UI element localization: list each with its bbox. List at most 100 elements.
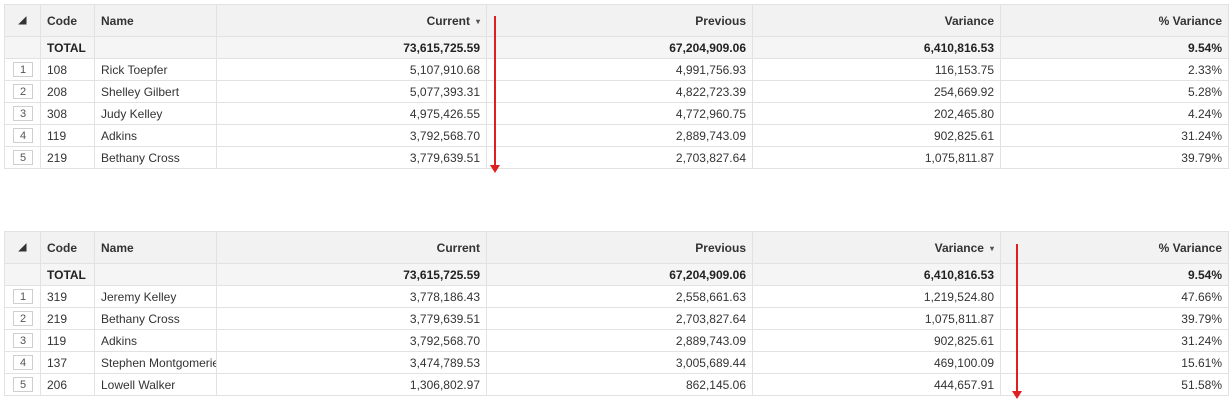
- total-rownum-cell: [4, 263, 41, 286]
- cell-code: 206: [40, 373, 95, 396]
- arrow-head: [490, 165, 500, 173]
- row-number-cell: 4: [4, 124, 41, 147]
- cell-current: 3,792,568.70: [216, 329, 487, 352]
- header-row: ◢ Code Name Current Previous Variance ▾ %…: [4, 231, 1229, 264]
- select-all-corner[interactable]: ◢: [4, 231, 41, 264]
- table-row[interactable]: 4 137 Stephen Montgomerie 3,474,789.53 3…: [4, 351, 1229, 374]
- row-number[interactable]: 5: [13, 150, 33, 165]
- total-pct-variance: 9.54%: [1000, 263, 1229, 286]
- column-header-variance[interactable]: Variance: [752, 4, 1001, 37]
- cell-previous: 2,703,827.64: [486, 146, 753, 169]
- cell-current: 3,474,789.53: [216, 351, 487, 374]
- cell-current: 3,778,186.43: [216, 285, 487, 308]
- total-current: 73,615,725.59: [216, 263, 487, 286]
- total-label: TOTAL: [40, 36, 95, 59]
- cell-pct-variance: 51.58%: [1000, 373, 1229, 396]
- total-variance: 6,410,816.53: [752, 36, 1001, 59]
- cell-previous: 4,822,723.39: [486, 80, 753, 103]
- table-row[interactable]: 2 208 Shelley Gilbert 5,077,393.31 4,822…: [4, 80, 1229, 103]
- select-all-corner[interactable]: ◢: [4, 4, 41, 37]
- cell-name: Rick Toepfer: [94, 58, 217, 81]
- triangle-icon: ◢: [18, 242, 27, 253]
- row-number[interactable]: 3: [13, 106, 33, 121]
- cell-variance: 202,465.80: [752, 102, 1001, 125]
- total-previous: 67,204,909.06: [486, 36, 753, 59]
- row-number[interactable]: 1: [13, 62, 33, 77]
- triangle-icon: ◢: [18, 15, 27, 26]
- cell-variance: 469,100.09: [752, 351, 1001, 374]
- table-row[interactable]: 1 108 Rick Toepfer 5,107,910.68 4,991,75…: [4, 58, 1229, 81]
- row-number[interactable]: 3: [13, 333, 33, 348]
- row-number-cell: 3: [4, 102, 41, 125]
- cell-previous: 4,991,756.93: [486, 58, 753, 81]
- cell-pct-variance: 5.28%: [1000, 80, 1229, 103]
- total-row: TOTAL 73,615,725.59 67,204,909.06 6,410,…: [4, 263, 1229, 286]
- row-number[interactable]: 4: [13, 355, 33, 370]
- cell-code: 308: [40, 102, 95, 125]
- row-number-cell: 4: [4, 351, 41, 374]
- cell-current: 4,975,426.55: [216, 102, 487, 125]
- cell-current: 3,779,639.51: [216, 146, 487, 169]
- column-header-label: Variance: [934, 240, 984, 255]
- total-row: TOTAL 73,615,725.59 67,204,909.06 6,410,…: [4, 36, 1229, 59]
- cell-pct-variance: 47.66%: [1000, 285, 1229, 308]
- cell-code: 219: [40, 146, 95, 169]
- cell-code: 137: [40, 351, 95, 374]
- cell-pct-variance: 39.79%: [1000, 146, 1229, 169]
- total-pct-variance: 9.54%: [1000, 36, 1229, 59]
- header-row: ◢ Code Name Current ▾ Previous Variance %…: [4, 4, 1229, 37]
- row-number-cell: 5: [4, 146, 41, 169]
- cell-name: Shelley Gilbert: [94, 80, 217, 103]
- column-header-current[interactable]: Current ▾: [216, 4, 487, 37]
- column-header-name[interactable]: Name: [94, 231, 217, 264]
- arrow-shaft: [1016, 244, 1018, 392]
- cell-current: 3,792,568.70: [216, 124, 487, 147]
- column-header-pct-variance[interactable]: % Variance: [1000, 4, 1229, 37]
- table-row[interactable]: 3 119 Adkins 3,792,568.70 2,889,743.09 9…: [4, 329, 1229, 352]
- row-number[interactable]: 2: [13, 84, 33, 99]
- cell-variance: 254,669.92: [752, 80, 1001, 103]
- total-rownum-cell: [4, 36, 41, 59]
- row-number-cell: 3: [4, 329, 41, 352]
- cell-previous: 2,703,827.64: [486, 307, 753, 330]
- row-number[interactable]: 1: [13, 289, 33, 304]
- cell-variance: 116,153.75: [752, 58, 1001, 81]
- column-header-pct-variance[interactable]: % Variance: [1000, 231, 1229, 264]
- column-header-previous[interactable]: Previous: [486, 231, 753, 264]
- sort-caret-icon: ▾: [989, 243, 994, 253]
- table-row[interactable]: 3 308 Judy Kelley 4,975,426.55 4,772,960…: [4, 102, 1229, 125]
- cell-name: Jeremy Kelley: [94, 285, 217, 308]
- row-number[interactable]: 4: [13, 128, 33, 143]
- column-header-name[interactable]: Name: [94, 4, 217, 37]
- total-name-cell: [94, 263, 217, 286]
- cell-code: 219: [40, 307, 95, 330]
- total-name-cell: [94, 36, 217, 59]
- cell-name: Bethany Cross: [94, 146, 217, 169]
- grid-sorted-by-current: ◢ Code Name Current ▾ Previous Variance %…: [4, 4, 1229, 169]
- column-header-previous[interactable]: Previous: [486, 4, 753, 37]
- cell-previous: 2,889,743.09: [486, 329, 753, 352]
- table-row[interactable]: 4 119 Adkins 3,792,568.70 2,889,743.09 9…: [4, 124, 1229, 147]
- total-variance: 6,410,816.53: [752, 263, 1001, 286]
- row-number[interactable]: 2: [13, 311, 33, 326]
- table-row[interactable]: 5 219 Bethany Cross 3,779,639.51 2,703,8…: [4, 146, 1229, 169]
- column-header-variance[interactable]: Variance ▾: [752, 231, 1001, 264]
- row-number[interactable]: 5: [13, 377, 33, 392]
- column-header-code[interactable]: Code: [40, 4, 95, 37]
- cell-name: Judy Kelley: [94, 102, 217, 125]
- column-header-code[interactable]: Code: [40, 231, 95, 264]
- cell-pct-variance: 4.24%: [1000, 102, 1229, 125]
- table-row[interactable]: 1 319 Jeremy Kelley 3,778,186.43 2,558,6…: [4, 285, 1229, 308]
- table-row[interactable]: 5 206 Lowell Walker 1,306,802.97 862,145…: [4, 373, 1229, 396]
- arrow-head: [1012, 391, 1022, 399]
- arrow-shaft: [494, 16, 496, 166]
- cell-name: Lowell Walker: [94, 373, 217, 396]
- column-header-current[interactable]: Current: [216, 231, 487, 264]
- sort-caret-icon: ▾: [475, 16, 480, 26]
- total-previous: 67,204,909.06: [486, 263, 753, 286]
- cell-pct-variance: 2.33%: [1000, 58, 1229, 81]
- cell-previous: 862,145.06: [486, 373, 753, 396]
- table-row[interactable]: 2 219 Bethany Cross 3,779,639.51 2,703,8…: [4, 307, 1229, 330]
- cell-previous: 2,558,661.63: [486, 285, 753, 308]
- cell-current: 3,779,639.51: [216, 307, 487, 330]
